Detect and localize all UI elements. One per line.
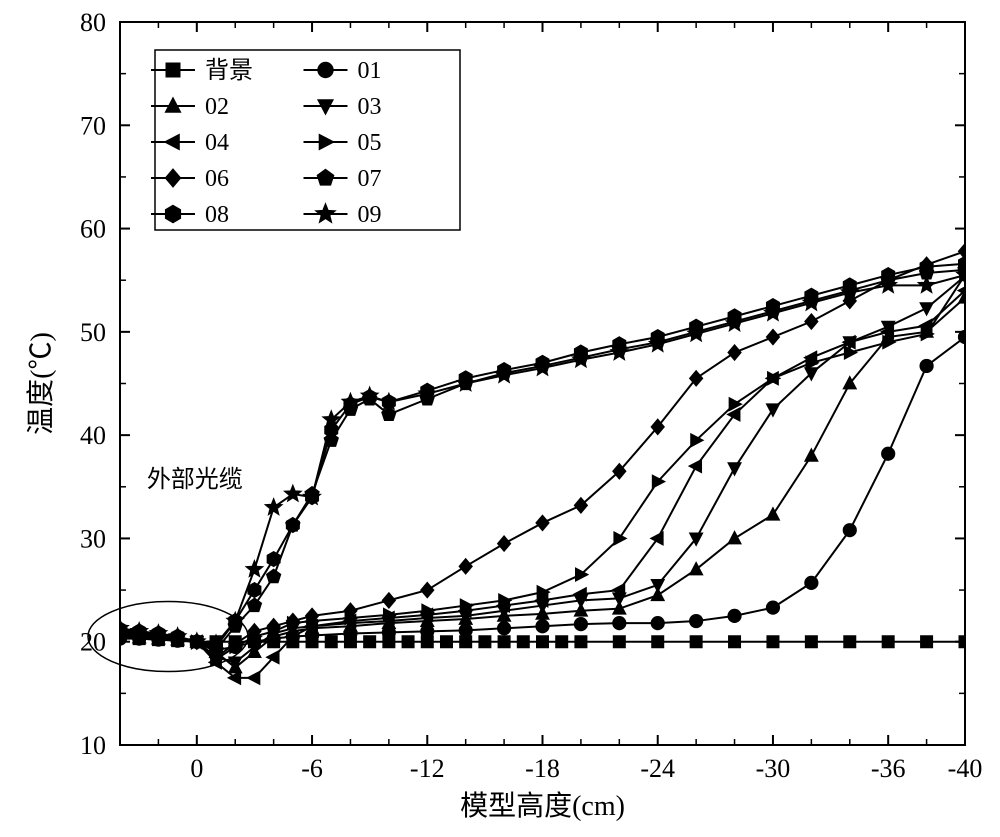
legend-item-06: 06 xyxy=(151,166,229,192)
x-axis-title: 模型高度(cm) xyxy=(460,790,625,822)
svg-text:10: 10 xyxy=(80,731,106,760)
chart-container: 0 -6 -12 -18 -24 -30 -36 -40 10 20 30 40 50 60 70 80 模型高… xyxy=(0,0,1000,837)
svg-text:08: 08 xyxy=(205,202,229,228)
legend-item-04: 04 xyxy=(151,130,229,156)
legend-item-背景: 背景 xyxy=(151,57,253,84)
svg-text:07: 07 xyxy=(358,166,382,192)
svg-text:70: 70 xyxy=(80,111,106,140)
svg-text:50: 50 xyxy=(80,318,106,347)
svg-text:06: 06 xyxy=(205,166,229,192)
legend-item-09: 09 xyxy=(304,202,382,228)
svg-text:04: 04 xyxy=(205,130,229,156)
svg-text:0: 0 xyxy=(190,754,203,783)
svg-text:20: 20 xyxy=(80,628,106,657)
legend-item-01: 01 xyxy=(304,58,382,84)
legend-item-07: 07 xyxy=(304,166,382,192)
annotation-label: 外部光缆 xyxy=(147,466,243,493)
legend-box xyxy=(155,50,460,230)
legend-item-02: 02 xyxy=(151,94,229,120)
svg-text:-6: -6 xyxy=(301,754,323,783)
svg-text:03: 03 xyxy=(358,94,382,120)
svg-text:01: 01 xyxy=(358,58,382,84)
svg-text:背景: 背景 xyxy=(205,57,253,84)
y-axis-title: 温度(℃) xyxy=(25,332,57,435)
svg-text:-12: -12 xyxy=(410,754,445,783)
svg-text:05: 05 xyxy=(358,130,382,156)
svg-text:60: 60 xyxy=(80,215,106,244)
svg-text:-36: -36 xyxy=(871,754,906,783)
legend-item-08: 08 xyxy=(151,202,229,228)
series-group xyxy=(111,243,973,684)
svg-text:09: 09 xyxy=(358,202,382,228)
svg-text:-40: -40 xyxy=(948,754,983,783)
svg-text:30: 30 xyxy=(80,524,106,553)
legend-item-05: 05 xyxy=(304,130,382,156)
legend-item-03: 03 xyxy=(304,94,382,120)
svg-text:-18: -18 xyxy=(525,754,560,783)
svg-text:02: 02 xyxy=(205,94,229,120)
svg-text:80: 80 xyxy=(80,8,106,37)
svg-text:40: 40 xyxy=(80,421,106,450)
svg-text:-30: -30 xyxy=(756,754,791,783)
svg-text:-24: -24 xyxy=(640,754,675,783)
line-chart: 0 -6 -12 -18 -24 -30 -36 -40 10 20 30 40 50 60 70 80 模型高… xyxy=(0,0,1000,837)
